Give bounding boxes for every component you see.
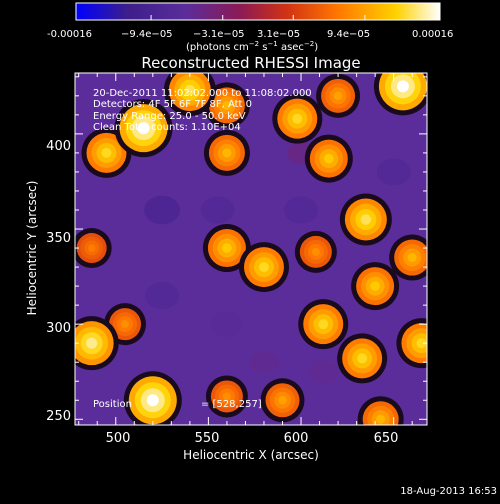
chart-title: Reconstructed RHESSI Image: [141, 54, 360, 72]
y-tick-label: 300: [46, 321, 71, 336]
x-axis-label: Heliocentric X (arcsec): [183, 448, 319, 462]
source-contour: [324, 153, 334, 164]
y-axis-label: Heliocentric Y (arcsec): [25, 181, 39, 316]
colorbar-tick-label: −3.1e−05: [193, 29, 245, 40]
negative-region: [284, 196, 319, 224]
source-contour: [184, 84, 196, 96]
source-contour: [311, 247, 320, 256]
annotation-time-range: 20-Dec-2011 11:02:02.000 to 11:08:02.000: [93, 88, 312, 99]
y-tick-label: 350: [46, 231, 71, 246]
negative-region: [144, 195, 181, 225]
axis-ticks: [75, 73, 427, 425]
source-contour: [360, 214, 372, 225]
annotation-clean-counts: Clean Total counts: 1.10E+04: [93, 122, 241, 133]
source-contour: [396, 80, 409, 93]
source-contour: [292, 113, 303, 124]
negative-region: [308, 359, 339, 384]
negative-region: [248, 350, 279, 375]
colorbar: [75, 2, 441, 21]
y-tick-label: 400: [46, 139, 71, 154]
source-contour: [222, 243, 232, 253]
source-contour: [357, 353, 368, 364]
source-contour: [86, 337, 98, 349]
source-contour: [407, 253, 417, 263]
x-tick-label: 600: [284, 431, 309, 446]
colorbar-tick-label: 0.00016: [412, 29, 453, 40]
source-contour: [121, 320, 130, 329]
negative-region: [200, 196, 235, 224]
x-tick-label: 500: [106, 431, 131, 446]
source-contour: [146, 394, 159, 407]
y-tick-label: 250: [46, 409, 71, 424]
heatmap-sources: [75, 73, 427, 425]
colorbar-ticks: [75, 15, 441, 20]
source-contour: [376, 414, 386, 424]
colorbar-unit-label: (photons cm−2 s−1 asec−2): [186, 40, 318, 53]
colorbar-tick-label: −9.4e−05: [121, 29, 173, 40]
source-contour: [87, 244, 96, 252]
colorbar-tick-label: 9.4e−05: [327, 29, 370, 40]
negative-region: [145, 282, 180, 310]
source-contour: [137, 122, 150, 135]
footer-timestamp: 18-Aug-2013 16:53: [400, 486, 497, 497]
source-contour: [278, 396, 287, 405]
source-contour: [370, 281, 380, 291]
source-contour: [101, 147, 112, 158]
annotation-energy-range: Energy Range: 25.0 - 50.0 keV: [93, 111, 246, 122]
source-contour: [222, 392, 231, 401]
x-tick-label: 650: [374, 431, 399, 446]
source-contour: [222, 148, 232, 158]
heatmap-area: [75, 73, 427, 425]
annotation-detectors: Detectors: 4F 5F 6F 7F 8F, Att 0: [93, 99, 252, 110]
position-label: Position: [93, 399, 132, 410]
position-value: = [528,257]: [201, 399, 262, 410]
plot-frame: [74, 72, 428, 426]
negative-region: [376, 158, 411, 186]
source-contour: [318, 319, 329, 330]
negative-region: [210, 311, 243, 337]
source-contour: [416, 338, 427, 349]
colorbar-tick-label: 3.1e−05: [257, 29, 300, 40]
colorbar-tick-label: -0.00016: [47, 29, 92, 40]
x-tick-label: 550: [195, 431, 220, 446]
source-contour: [222, 100, 232, 110]
source-contour: [258, 262, 269, 273]
source-contour: [333, 91, 343, 101]
